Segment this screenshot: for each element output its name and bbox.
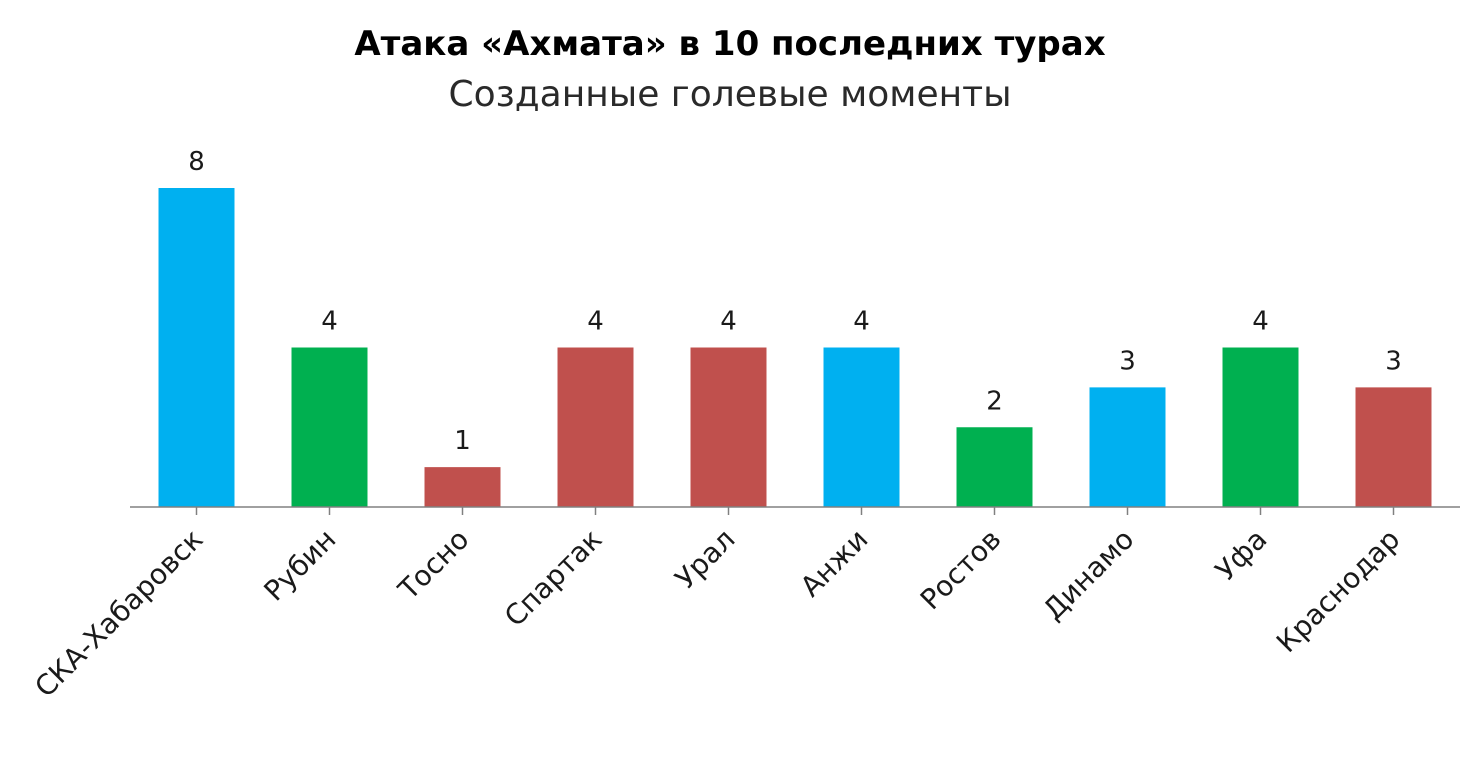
bar [1355,387,1432,507]
x-tick-label: Динамо [1037,523,1141,627]
chart-subtitle: Созданные голевые моменты [448,74,1012,115]
x-tick-label: Тосно [391,523,475,607]
x-axis [130,506,1460,515]
category-labels-group: СКА-Хабаровск Рубин Тосно Спартак Урал Анжи Ро… [28,523,1406,704]
x-tick-label: Анжи [794,523,875,604]
x-tick-label: Краснодар [1270,523,1406,659]
bar [1222,347,1299,507]
x-tick-label: Ростов [914,523,1008,617]
bar-value-label: 3 [1119,346,1136,376]
bar [158,188,235,507]
bar [1089,387,1166,507]
chart-title: Атака «Ахмата» в 10 последних турах [354,24,1106,64]
bar-value-label: 4 [587,307,604,337]
value-labels-group: 8 4 1 4 4 4 2 3 4 3 [188,147,1402,456]
bar-value-label: 4 [853,307,870,337]
bar [690,347,767,507]
bar-value-label: 2 [986,386,1003,416]
x-tick-label: Спартак [498,523,608,633]
bar-value-label: 3 [1385,346,1402,376]
bar [291,347,368,507]
bar [557,347,634,507]
x-tick-label: СКА-Хабаровск [28,523,209,704]
bar-value-label: 1 [454,426,471,456]
bar-value-label: 8 [188,147,205,177]
bars-group [158,188,1432,507]
bar-value-label: 4 [321,307,338,337]
x-tick-label: Уфа [1209,523,1273,587]
bar-value-label: 4 [1252,307,1269,337]
bar-value-label: 4 [720,307,737,337]
x-tick-label: Рубин [257,523,342,608]
x-tick-label: Урал [669,523,742,596]
bar [424,467,501,507]
bar [956,427,1033,507]
bar [823,347,900,507]
